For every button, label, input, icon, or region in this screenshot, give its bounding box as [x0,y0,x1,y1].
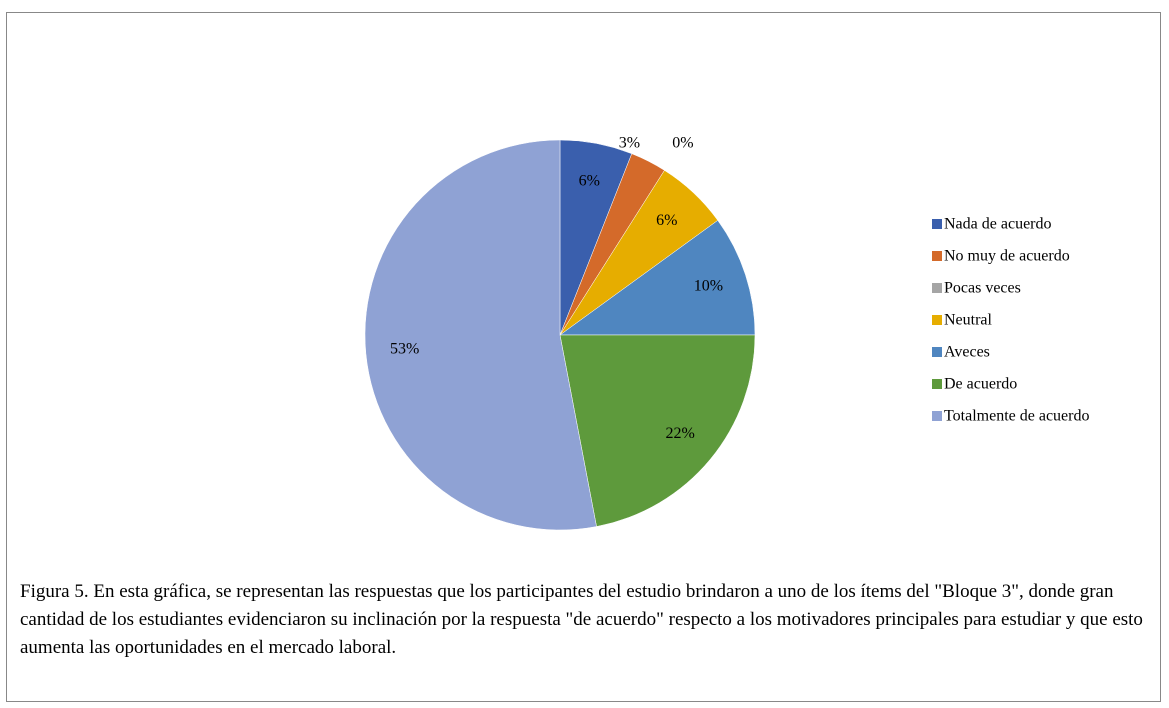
legend-label: Totalmente de acuerdo [944,408,1089,425]
data-label: 0% [672,135,693,152]
data-label: 22% [666,425,695,442]
caption: Figura 5. En esta gráfica, se representa… [20,581,1143,658]
data-label: 10% [694,277,723,294]
legend-label: Pocas veces [944,280,1021,297]
legend-swatch [932,219,942,229]
data-label: 53% [390,340,419,357]
legend-label: De acuerdo [944,376,1017,393]
data-label: 6% [579,172,600,189]
pie-slice [364,139,597,531]
data-label: 3% [619,135,640,152]
frame [6,12,1161,702]
data-label: 6% [656,212,677,229]
legend-label: Nada de acuerdo [944,216,1052,233]
legend-swatch [932,315,942,325]
pie-slice [559,334,756,527]
legend-label: No muy de acuerdo [944,248,1070,265]
legend-swatch [932,283,942,293]
legend-swatch [932,251,942,261]
legend-label: Neutral [944,312,993,329]
legend-label: Aveces [944,344,990,361]
pie-slice [559,220,756,336]
legend-swatch [932,379,942,389]
legend-swatch [932,347,942,357]
legend-swatch [932,411,942,421]
